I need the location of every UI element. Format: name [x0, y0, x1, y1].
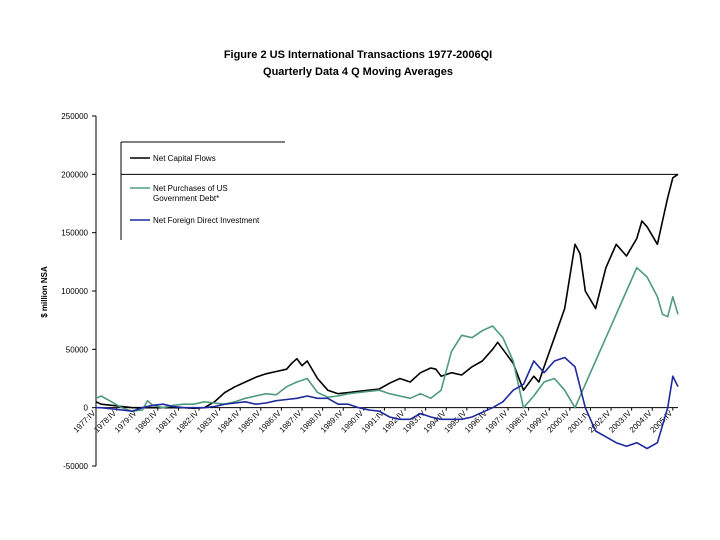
- series-line-3: [96, 356, 679, 450]
- y-tick-label: 250000: [61, 112, 88, 121]
- y-tick-label: -50000: [63, 462, 88, 471]
- y-tick-label: 100000: [61, 287, 88, 296]
- y-tick-label: 150000: [61, 229, 88, 238]
- y-axis-label: $ million NSA: [40, 266, 49, 318]
- y-tick-label: 0: [84, 404, 89, 413]
- legend-label: Net Capital Flows: [153, 154, 216, 163]
- chart-subtitle: Quarterly Data 4 Q Moving Averages: [263, 66, 453, 78]
- legend-label: Government Debt*: [153, 194, 219, 203]
- chart-title: Figure 2 US International Transactions 1…: [224, 49, 492, 61]
- y-tick-label: 50000: [66, 345, 89, 354]
- legend-label: Net Purchases of US: [153, 184, 228, 193]
- plot-area: [95, 173, 679, 450]
- y-tick-label: 200000: [61, 170, 88, 179]
- series-line-2: [95, 266, 679, 413]
- legend-label: Net Foreign Direct Investment: [153, 216, 260, 225]
- legend: Net Capital Flows Net Purchases of USGove…: [120, 141, 678, 240]
